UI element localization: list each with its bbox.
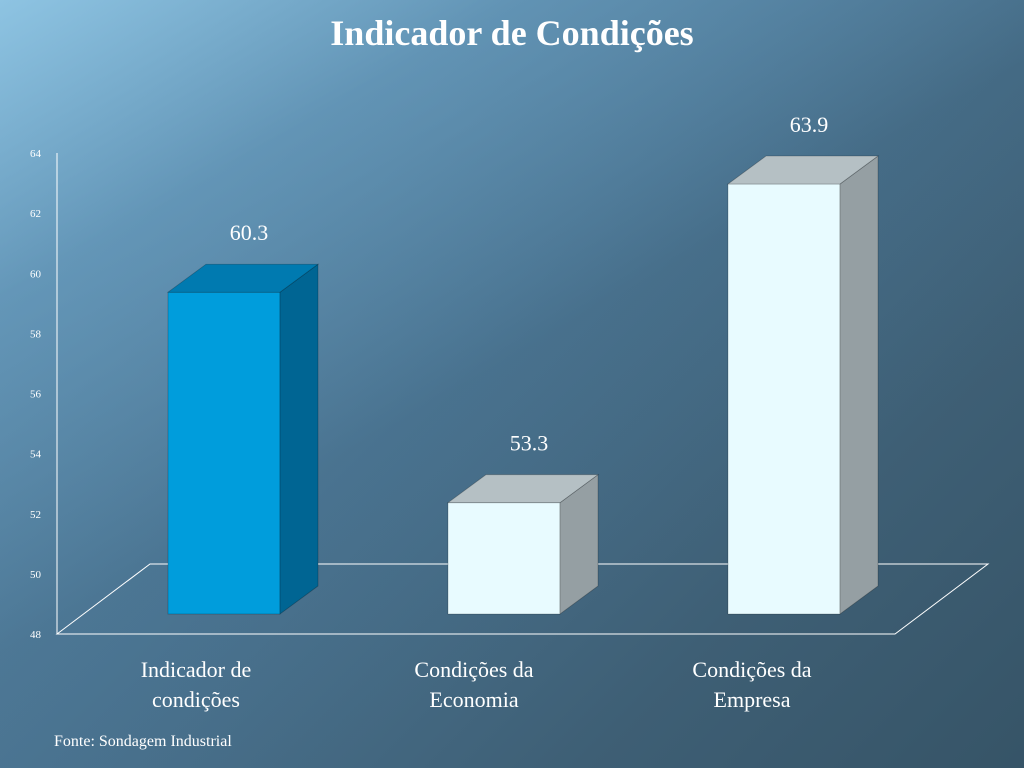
bar-side xyxy=(279,263,319,615)
y-tick-label: 48 xyxy=(30,629,42,641)
bar-top xyxy=(446,474,600,504)
category-label: Condições da Economia xyxy=(414,657,533,712)
bar-top xyxy=(166,263,320,293)
floor-plane xyxy=(55,563,990,635)
source-note: Fonte: Sondagem Industrial xyxy=(54,733,232,750)
bar-top xyxy=(726,155,880,185)
bar-front xyxy=(167,291,281,615)
bar xyxy=(446,473,600,615)
y-tick-label: 52 xyxy=(30,509,41,521)
y-tick-label: 50 xyxy=(30,569,42,581)
data-label: 60.3 xyxy=(230,220,269,245)
category-label: Condições da Empresa xyxy=(692,657,811,712)
y-tick-label: 54 xyxy=(30,449,42,461)
bar-front xyxy=(447,502,561,615)
y-tick-label: 64 xyxy=(30,148,42,160)
y-tick-label: 62 xyxy=(30,208,41,220)
y-tick-label: 56 xyxy=(30,389,42,401)
bar xyxy=(166,263,320,615)
category-label: Indicador de condições xyxy=(141,657,252,712)
data-label: 53.3 xyxy=(510,431,549,456)
y-tick-label: 58 xyxy=(30,328,42,340)
bar xyxy=(726,155,880,615)
data-label: 63.9 xyxy=(790,112,829,137)
chart-title: Indicador de Condições xyxy=(330,13,694,53)
bar-side xyxy=(839,155,879,615)
y-tick-label: 60 xyxy=(30,268,42,280)
bar-front xyxy=(727,183,841,615)
